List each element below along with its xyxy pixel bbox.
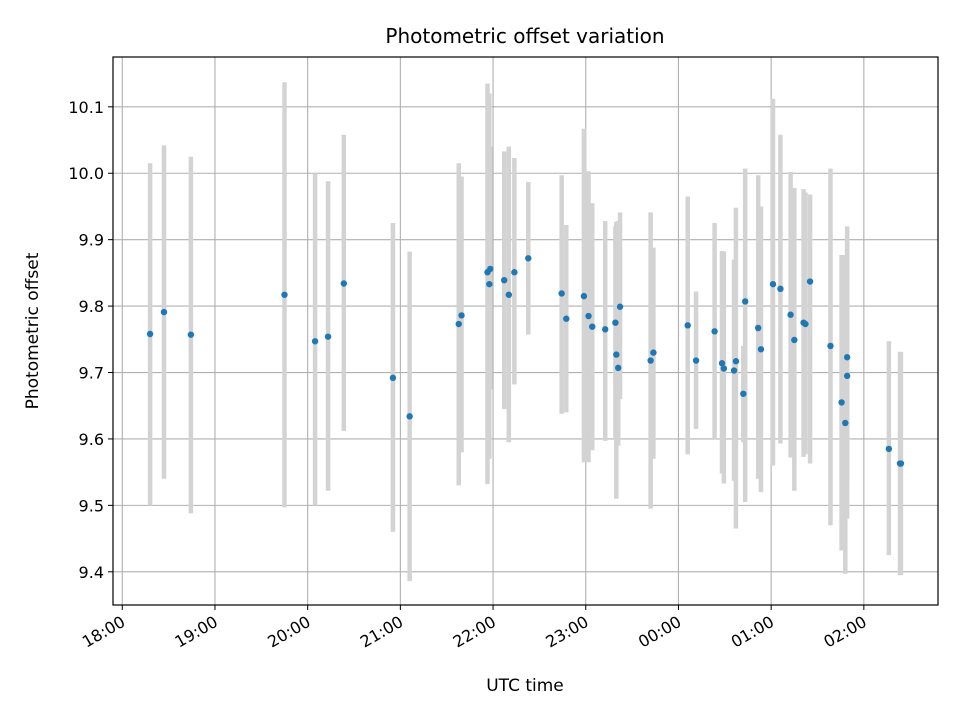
- y-tick-label: 9.7: [79, 364, 104, 383]
- x-tick-label: 19:00: [172, 612, 221, 652]
- data-point: [791, 336, 798, 344]
- data-point: [455, 320, 462, 328]
- y-axis-ticks: 9.4 9.5 9.6 9.7 9.8 9.9 10.0 10.1: [68, 98, 113, 582]
- data-point: [885, 445, 893, 453]
- x-tick-label: 00:00: [635, 612, 684, 652]
- data-point: [500, 276, 508, 284]
- grid: [113, 57, 938, 605]
- x-tick-label: 23:00: [542, 612, 591, 652]
- data-point: [585, 312, 592, 320]
- data-point: [684, 322, 691, 329]
- data-point: [692, 357, 700, 364]
- data-point: [647, 357, 654, 364]
- error-bars: [147, 82, 904, 582]
- data-point: [806, 278, 814, 285]
- data-point: [718, 360, 726, 367]
- data-point: [897, 460, 905, 467]
- y-tick-label: 9.8: [79, 297, 104, 316]
- data-point: [187, 331, 195, 338]
- x-tick-label: 22:00: [450, 612, 499, 652]
- data-point: [511, 269, 518, 276]
- data-point: [487, 265, 494, 273]
- data-point: [612, 319, 619, 326]
- data-point: [732, 358, 740, 365]
- data-point: [730, 367, 738, 374]
- data-point: [505, 291, 513, 298]
- data-point: [842, 419, 849, 427]
- data-point: [802, 320, 809, 328]
- data-point: [281, 291, 288, 298]
- data-point: [838, 399, 845, 406]
- y-tick-label: 9.5: [79, 496, 104, 515]
- data-point: [843, 354, 851, 361]
- y-tick-label: 10.1: [68, 98, 104, 117]
- data-point: [613, 351, 620, 358]
- y-axis-title: Photometric offset: [23, 252, 43, 409]
- y-tick-label: 9.9: [79, 231, 104, 250]
- data-point: [741, 298, 749, 305]
- data-point: [740, 390, 747, 397]
- x-tick-label: 18:00: [79, 612, 128, 652]
- x-tick-label: 21:00: [357, 612, 406, 652]
- data-point: [827, 342, 834, 350]
- data-point: [614, 364, 622, 372]
- data-point: [389, 374, 397, 382]
- data-point: [720, 365, 728, 372]
- y-tick-label: 9.4: [79, 563, 104, 582]
- data-point: [563, 315, 570, 322]
- data-point: [160, 308, 168, 316]
- data-point: [324, 333, 332, 340]
- data-point: [769, 280, 777, 288]
- data-point: [777, 285, 784, 293]
- data-point: [580, 292, 588, 300]
- data-point: [602, 326, 609, 333]
- data-point: [525, 255, 532, 262]
- data-point: [787, 311, 794, 318]
- data-point: [311, 338, 319, 345]
- plot-frame: [112, 56, 939, 606]
- data-point: [711, 328, 718, 335]
- x-tick-label: 20:00: [264, 612, 313, 652]
- y-tick-label: 9.6: [79, 430, 104, 449]
- data-point: [146, 330, 154, 338]
- data-point: [340, 280, 348, 287]
- x-axis-title: UTC time: [486, 676, 564, 696]
- data-point: [757, 346, 765, 353]
- data-points: [146, 255, 905, 467]
- data-point: [458, 312, 465, 319]
- data-point: [486, 280, 493, 288]
- data-point: [558, 290, 565, 297]
- y-tick-label: 10.0: [68, 164, 104, 183]
- x-tick-label: 02:00: [820, 612, 869, 652]
- x-axis-ticks: 18:00 19:00 20:00 21:00 22:00 23:00 00:00 01:00…: [79, 605, 870, 652]
- x-tick-label: 01:00: [728, 612, 777, 652]
- data-point: [754, 324, 762, 332]
- chart-title: Photometric offset variation: [385, 24, 664, 48]
- data-point: [616, 303, 624, 310]
- data-point: [843, 372, 851, 380]
- data-point: [589, 323, 596, 330]
- data-point: [650, 349, 657, 356]
- data-point: [406, 413, 413, 420]
